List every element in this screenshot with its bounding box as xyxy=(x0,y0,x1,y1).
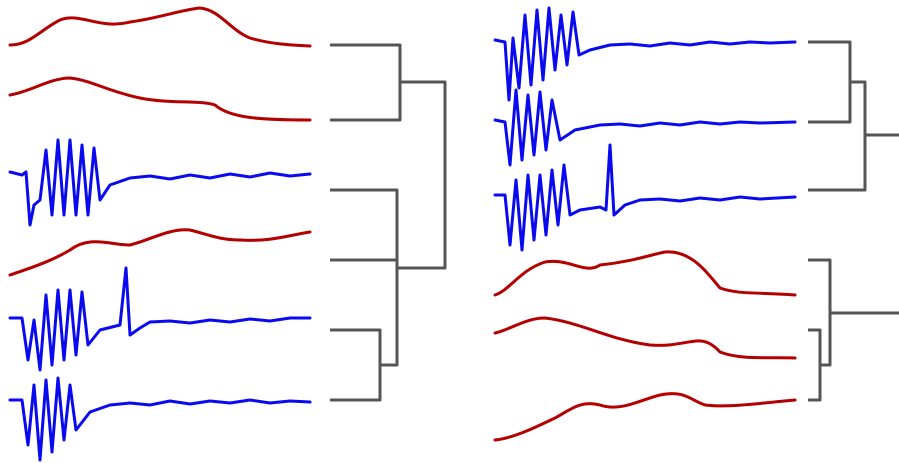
trace xyxy=(8,266,312,372)
trace xyxy=(8,138,312,227)
dendrogram-branch xyxy=(808,258,899,402)
trace xyxy=(8,376,312,462)
trace xyxy=(493,316,797,360)
left-panel xyxy=(8,6,447,462)
dendrogram-branch xyxy=(330,188,399,402)
dendrogram xyxy=(808,40,899,402)
trace xyxy=(493,143,797,252)
trace xyxy=(8,76,312,122)
trace xyxy=(493,6,797,102)
dendrogram xyxy=(330,43,447,402)
trace xyxy=(8,228,312,277)
trace xyxy=(493,392,797,442)
trace xyxy=(493,250,797,297)
trace xyxy=(8,6,312,48)
dendrogram-branch xyxy=(808,40,899,192)
trace xyxy=(493,88,797,167)
right-panel xyxy=(493,6,899,442)
dendrogram-branch xyxy=(330,43,447,270)
